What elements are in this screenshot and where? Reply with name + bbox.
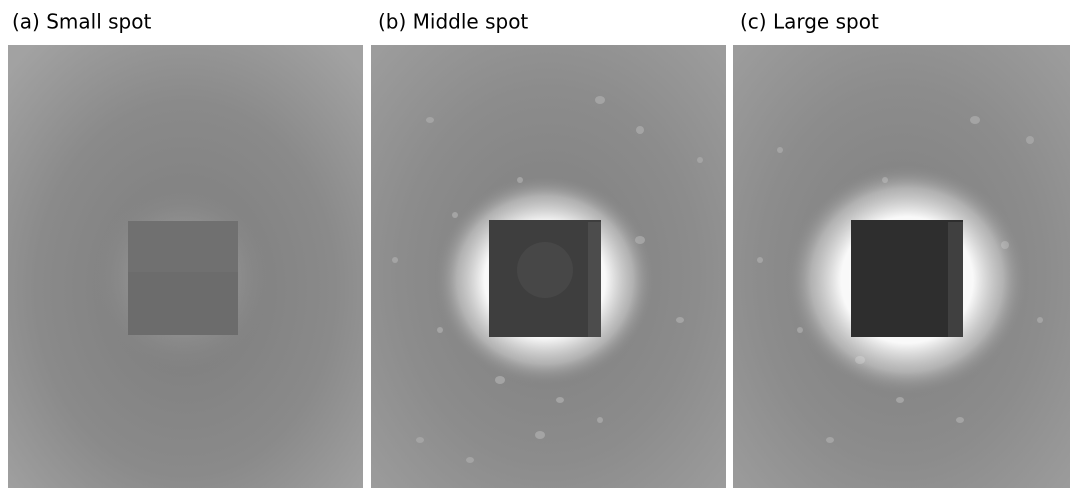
- figure: (a) Small spot (b) Middle spot (c) Large…: [0, 0, 1074, 488]
- panel-label: (c) Large spot: [740, 10, 879, 34]
- panel-label: (a) Small spot: [12, 10, 151, 34]
- panel-label: (b) Middle spot: [378, 10, 528, 34]
- panel-image: [733, 45, 1070, 488]
- panel-image: [8, 45, 363, 488]
- panel-image: [371, 45, 726, 488]
